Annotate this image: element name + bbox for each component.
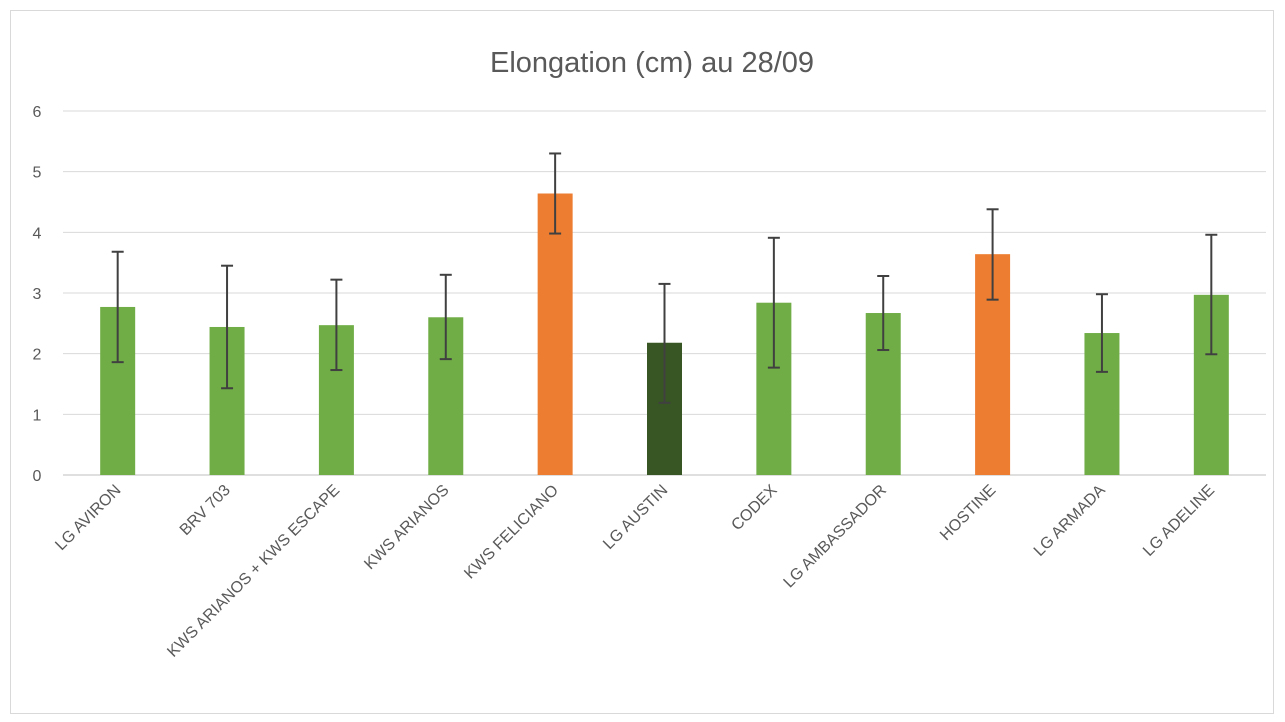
x-tick-label: HOSTINE <box>937 482 999 544</box>
chart-title: Elongation (cm) au 28/09 <box>490 47 814 79</box>
y-tick-label: 6 <box>33 104 42 121</box>
x-tick-label: KWS ARIANOS + KWS ESCAPE <box>164 482 343 661</box>
error-bar <box>658 282 671 404</box>
error-bar <box>1205 233 1218 356</box>
error-bar <box>330 278 343 372</box>
error-bar <box>767 236 780 369</box>
x-tick-label: LG AUSTIN <box>600 482 671 553</box>
x-tick-label: BRV 703 <box>177 482 234 539</box>
error-bar <box>221 264 234 390</box>
x-tick-label: LG ADELINE <box>1140 482 1218 560</box>
y-tick-label: 1 <box>33 407 42 424</box>
x-tick-label: KWS ARIANOS <box>361 482 452 573</box>
error-bars <box>111 152 1218 404</box>
y-tick-label: 3 <box>33 286 42 303</box>
error-bar <box>439 273 452 361</box>
bar <box>537 193 573 476</box>
x-tick-label: LG AMBASSADOR <box>781 482 890 591</box>
gridlines <box>63 110 1266 476</box>
error-bar <box>877 275 890 352</box>
y-tick-label: 4 <box>33 225 42 242</box>
x-tick-label: LG AVIRON <box>52 482 124 554</box>
x-tick-label: LG ARMADA <box>1031 482 1109 560</box>
error-bar <box>549 152 562 235</box>
error-bar <box>1095 293 1108 373</box>
y-tick-label: 2 <box>33 347 42 364</box>
x-tick-label: KWS FELICIANO <box>461 482 562 583</box>
error-bar <box>986 208 999 301</box>
x-tick-label: CODEX <box>728 482 780 534</box>
error-bar <box>111 250 124 364</box>
y-axis-tick-labels: 0 1 2 3 4 5 6 <box>33 104 42 485</box>
y-tick-label: 5 <box>33 165 42 182</box>
y-tick-label: 0 <box>33 468 42 485</box>
